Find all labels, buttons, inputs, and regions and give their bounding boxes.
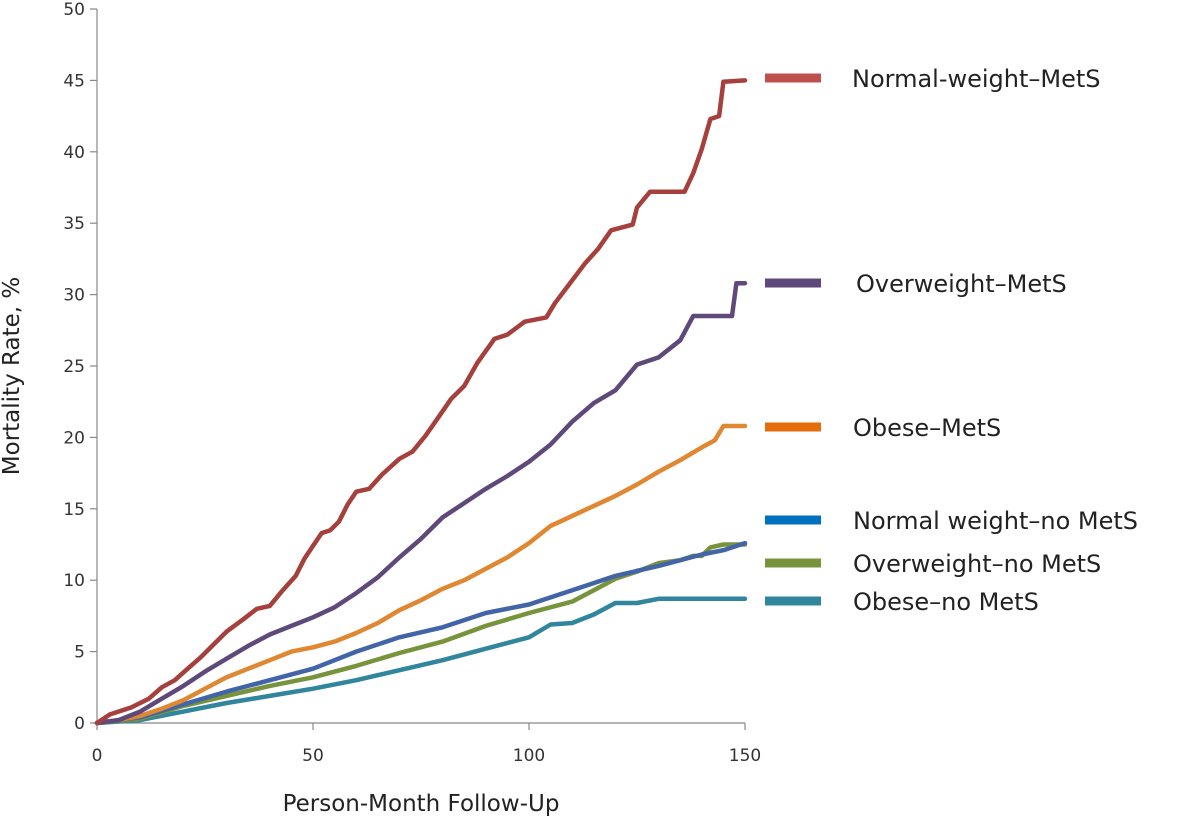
y-tick-label: 5	[74, 643, 85, 663]
legend-label: Normal-weight–MetS	[852, 65, 1101, 93]
y-tick-label: 10	[63, 571, 85, 591]
y-tick-label: 30	[63, 286, 85, 306]
chart-axes: 0 5 10 15 20 25 30 35 40 45 50 0 50 100 150	[63, 0, 761, 766]
legend-label: Obese–MetS	[853, 414, 1001, 442]
y-tick-label: 45	[63, 71, 85, 91]
x-tick-label: 50	[302, 746, 324, 766]
y-tick-label: 15	[63, 500, 85, 520]
y-tick-label: 25	[63, 357, 85, 377]
legend-label: Overweight–no MetS	[853, 550, 1101, 578]
series-line	[94, 280, 748, 726]
y-axis-title: Mortality Rate, %	[0, 277, 25, 475]
series-line	[94, 540, 748, 726]
legend-label: Overweight–MetS	[856, 270, 1067, 298]
y-tick-label: 40	[63, 143, 85, 163]
series-line	[94, 596, 748, 726]
series-line	[94, 78, 748, 726]
y-tick-label: 20	[63, 428, 85, 448]
chart-series-lines	[94, 78, 748, 726]
x-tick-label: 150	[729, 746, 761, 766]
series-line	[94, 423, 748, 726]
chart-legend: Normal-weight–MetS Overweight–MetS Obese–M…	[765, 65, 1138, 616]
x-tick-label: 100	[513, 746, 545, 766]
x-axis-title: Person-Month Follow-Up	[283, 791, 560, 817]
y-tick-label: 35	[63, 214, 85, 234]
y-tick-label: 0	[74, 714, 85, 734]
y-tick-label: 50	[63, 0, 85, 20]
x-tick-label: 0	[92, 746, 103, 766]
legend-label: Obese–no MetS	[853, 588, 1039, 616]
legend-label: Normal weight–no MetS	[853, 507, 1138, 535]
